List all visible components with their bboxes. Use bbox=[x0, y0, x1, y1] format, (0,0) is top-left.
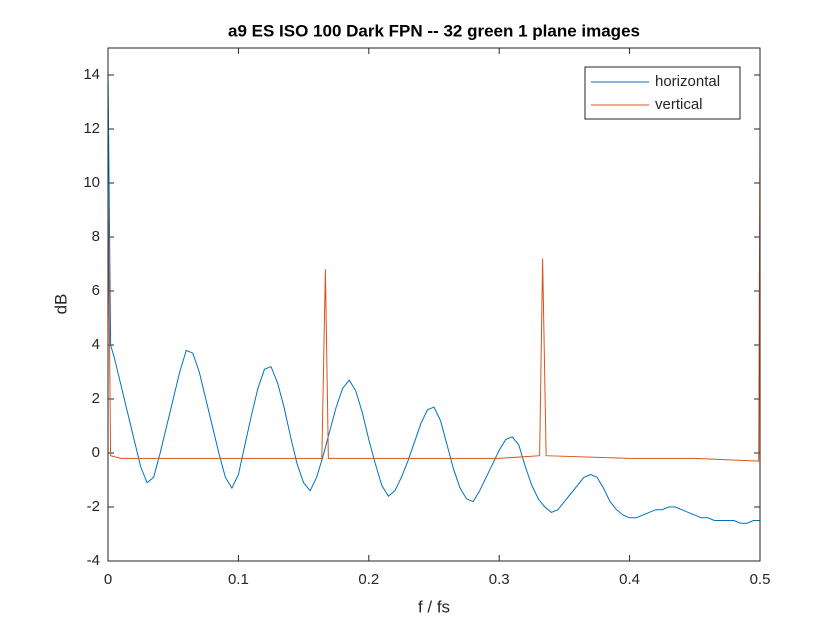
legend-box bbox=[584, 66, 741, 120]
x-tick-label: 0 bbox=[104, 571, 112, 588]
y-tick-label: 8 bbox=[92, 228, 100, 245]
y-tick-label: 10 bbox=[83, 174, 100, 191]
line-series bbox=[108, 69, 760, 524]
y-tick-label: 4 bbox=[92, 336, 100, 353]
y-tick-label: 6 bbox=[92, 282, 100, 299]
x-tick-label: 0.4 bbox=[619, 571, 640, 588]
y-tick-label: 0 bbox=[92, 444, 100, 461]
y-tick-label: 12 bbox=[83, 120, 100, 137]
legend-label: vertical bbox=[655, 96, 703, 113]
axes-box bbox=[107, 47, 761, 562]
plot-area bbox=[108, 48, 760, 561]
x-axis-label: f / fs bbox=[418, 597, 450, 616]
chart-title: a9 ES ISO 100 Dark FPN -- 32 green 1 pla… bbox=[228, 21, 640, 40]
y-tick-label: 14 bbox=[83, 66, 100, 83]
y-axis-label: dB bbox=[51, 294, 70, 315]
line-series bbox=[108, 128, 760, 462]
x-tick-label: 0.1 bbox=[228, 571, 249, 588]
y-tick-label: -4 bbox=[87, 552, 100, 569]
y-tick-label: -2 bbox=[87, 498, 100, 515]
legend-label: horizontal bbox=[655, 73, 720, 90]
x-tick-label: 0.2 bbox=[358, 571, 379, 588]
y-tick-label: 2 bbox=[92, 390, 100, 407]
x-tick-label: 0.5 bbox=[750, 571, 771, 588]
x-tick-label: 0.3 bbox=[489, 571, 510, 588]
